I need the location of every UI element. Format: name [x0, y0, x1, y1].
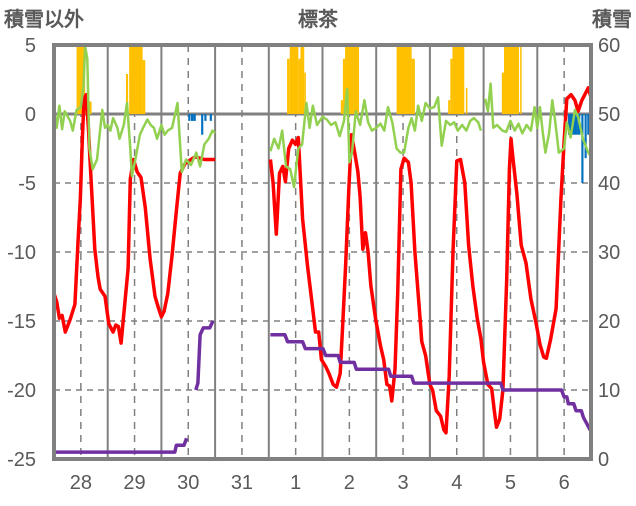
x-tick-label: 31 [231, 472, 253, 494]
right-tick-label: 60 [598, 35, 620, 57]
orange-bar [300, 45, 305, 114]
x-tick-label: 30 [177, 472, 199, 494]
right-axis-title: 積雪 [592, 8, 632, 31]
right-tick-label: 0 [598, 449, 609, 471]
orange-bar [396, 45, 412, 114]
right-tick-label: 50 [598, 104, 620, 126]
snow-depth-line [270, 333, 593, 433]
blue-bar [190, 114, 194, 121]
orange-bar [342, 58, 346, 114]
orange-bar [76, 45, 86, 114]
orange-bar [448, 100, 451, 114]
orange-bar [129, 45, 143, 114]
orange-bar [142, 60, 146, 114]
orange-bar [298, 58, 301, 114]
orange-bar [287, 58, 290, 114]
orange-bar [504, 45, 520, 114]
blue-bar [584, 114, 587, 159]
orange-bar [520, 45, 522, 114]
orange-bar [452, 45, 465, 114]
left-tick-label: 5 [25, 35, 36, 57]
plot-frame [52, 43, 593, 461]
left-tick-label: -10 [7, 242, 36, 264]
blue-bar [193, 114, 196, 121]
right-tick-label: 40 [598, 173, 620, 195]
left-axis-title: 積雪以外 [4, 7, 84, 31]
x-tick-label: 4 [451, 472, 462, 494]
x-tick-label: 5 [505, 472, 516, 494]
left-tick-label: 0 [25, 104, 36, 126]
right-tick-label: 30 [598, 242, 620, 264]
bars [76, 45, 591, 183]
left-tick-label: -15 [7, 311, 36, 333]
left-tick-label: -25 [7, 449, 36, 471]
blue-bar [209, 114, 212, 121]
snow-depth-line [194, 320, 215, 391]
x-tick-label: 29 [123, 472, 145, 494]
x-tick-label: 2 [344, 472, 355, 494]
orange-bar [304, 72, 306, 114]
x-tick-label: 3 [397, 472, 408, 494]
x-tick-label: 6 [559, 472, 570, 494]
blue-bar [188, 114, 191, 121]
snow-depth-line [54, 437, 189, 454]
x-axis-ticks: 28 29 30 31 1 2 3 4 5 6 [70, 472, 570, 494]
orange-bar [411, 58, 415, 114]
green-series-line [269, 87, 483, 189]
orange-bar [289, 45, 299, 114]
orange-bar [340, 100, 343, 114]
blue-bar [581, 114, 584, 183]
blue-bar [201, 114, 204, 135]
x-tick-label: 1 [290, 472, 301, 494]
right-tick-label: 10 [598, 380, 620, 402]
chart-title: 標茶 [298, 7, 339, 31]
orange-bar [501, 72, 505, 114]
green-series-line [52, 45, 216, 178]
blue-bar [204, 114, 207, 121]
x-tick-label: 28 [70, 472, 92, 494]
temperature-line [52, 92, 216, 345]
orange-bar [465, 87, 468, 114]
right-tick-label: 20 [598, 311, 620, 333]
orange-bar [125, 73, 129, 114]
left-axis-ticks: 5 0 -5 -10 -15 -20 -25 [7, 35, 36, 471]
right-axis-ticks: 60 50 40 30 20 10 0 [598, 35, 620, 471]
temperature-line [268, 86, 593, 435]
orange-bar [450, 58, 453, 114]
left-tick-label: -20 [7, 380, 36, 402]
green-series-line [483, 82, 593, 158]
lines [52, 45, 593, 454]
left-tick-label: -5 [18, 173, 36, 195]
